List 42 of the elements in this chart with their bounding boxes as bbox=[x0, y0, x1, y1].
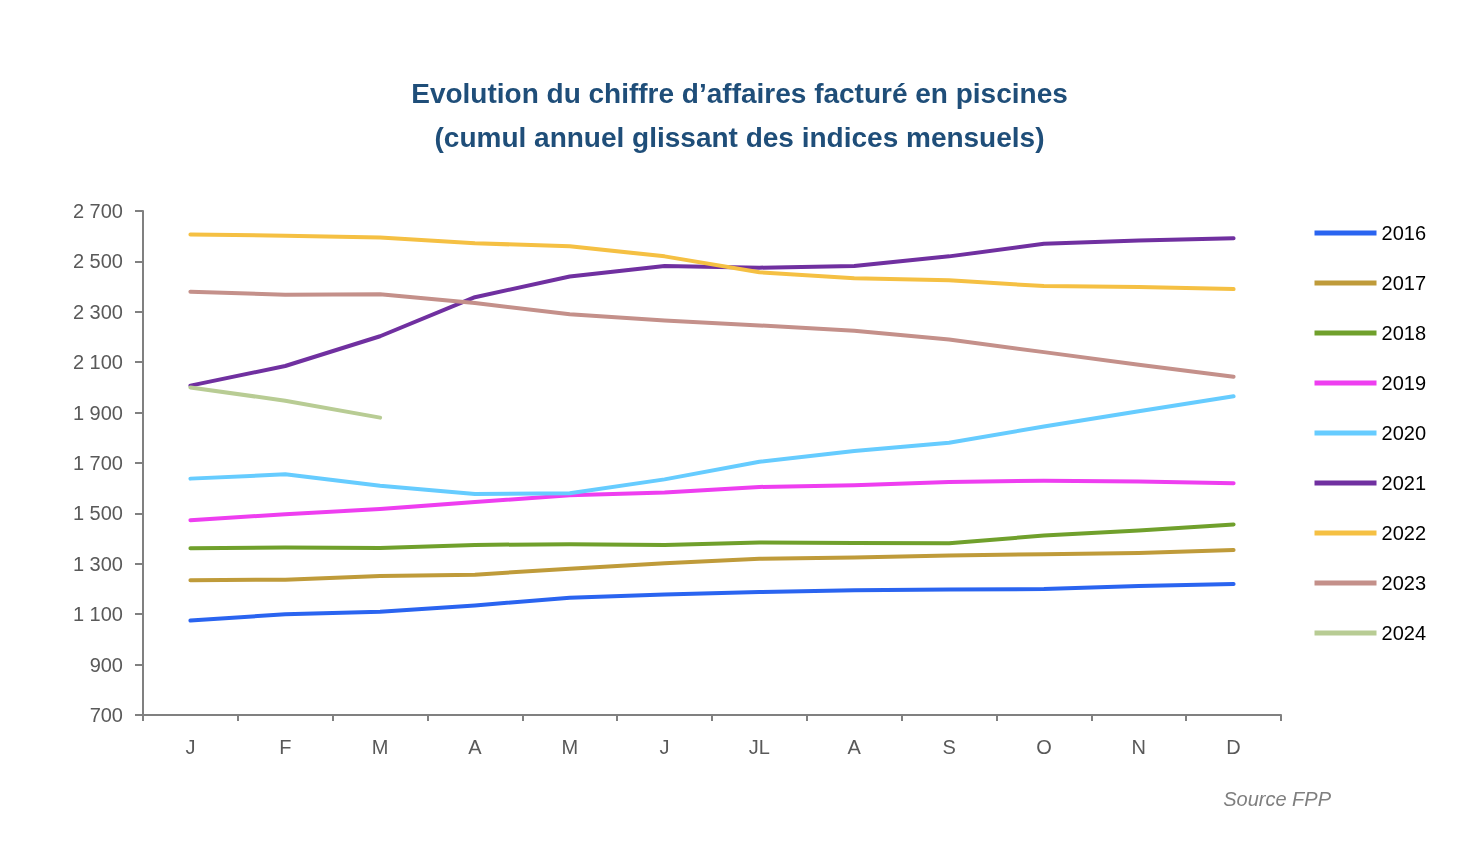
y-tick-label: 1 500 bbox=[72, 502, 123, 525]
line-series bbox=[188, 547, 1236, 583]
x-tick-label: O bbox=[1036, 736, 1052, 758]
chart-title: Evolution du chiffre d’affaires facturé en piscines (cumul annuel glissant des indices mensuels) bbox=[411, 77, 1068, 153]
x-tick-label: M bbox=[371, 736, 389, 758]
legend-label: 2022 bbox=[1381, 522, 1427, 544]
line-series bbox=[188, 236, 1236, 388]
x-tick-label: N bbox=[1131, 736, 1146, 758]
y-tick-label: 1 900 bbox=[72, 401, 123, 424]
legend-label: 2020 bbox=[1381, 422, 1427, 444]
x-tick-label: JL bbox=[748, 736, 770, 758]
legend-label: 2024 bbox=[1381, 622, 1427, 644]
line-series bbox=[188, 289, 1236, 379]
line-series bbox=[188, 581, 1236, 623]
x-tick-label: D bbox=[1226, 736, 1241, 758]
y-tick-label: 1 300 bbox=[72, 552, 123, 575]
y-tick-label: 1 700 bbox=[72, 452, 123, 474]
x-tick-label: F bbox=[279, 736, 292, 758]
x-tick-label: A bbox=[847, 736, 862, 758]
y-tick-label: 2 300 bbox=[72, 300, 123, 323]
y-tick-label: 700 bbox=[89, 704, 123, 726]
x-tick-label: S bbox=[942, 736, 956, 758]
line-series bbox=[188, 478, 1236, 523]
y-tick-label: 2 100 bbox=[72, 351, 123, 374]
line-series bbox=[188, 522, 1236, 551]
legend-label: 2017 bbox=[1381, 272, 1427, 294]
x-tick-label: M bbox=[561, 736, 579, 758]
line-series bbox=[188, 232, 1236, 292]
legend-label: 2018 bbox=[1381, 322, 1427, 344]
legend-label: 2019 bbox=[1381, 372, 1427, 394]
y-tick-label: 2 500 bbox=[72, 250, 123, 273]
x-tick-label: J bbox=[185, 736, 196, 758]
legend-label: 2016 bbox=[1381, 222, 1427, 244]
legend-label: 2021 bbox=[1381, 472, 1427, 494]
source-note: Source FPP bbox=[1223, 788, 1332, 810]
line-series bbox=[188, 394, 1236, 496]
y-tick-label: 900 bbox=[89, 653, 123, 676]
x-tick-label: J bbox=[659, 736, 670, 758]
y-tick-label: 2 700 bbox=[72, 200, 123, 222]
legend-label: 2023 bbox=[1381, 572, 1427, 594]
y-tick-label: 1 100 bbox=[72, 603, 123, 626]
x-tick-label: A bbox=[468, 736, 483, 758]
